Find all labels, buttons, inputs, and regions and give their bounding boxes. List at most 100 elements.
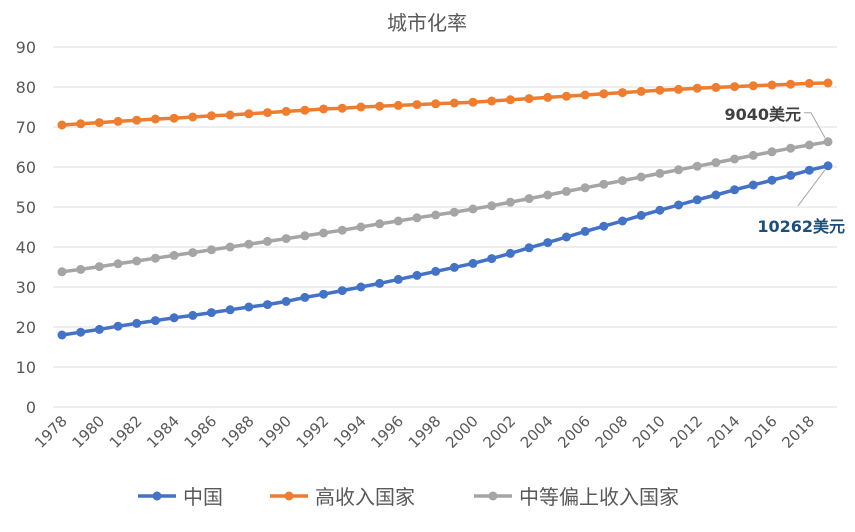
- data-point: [580, 183, 590, 193]
- y-tick-label: 60: [16, 158, 36, 177]
- y-axis-ticks: 0 10 20 30 40 50 60 70 80 90: [16, 38, 36, 417]
- x-tick-label: 1986: [181, 412, 221, 452]
- legend-label: 中等偏上收入国家: [519, 485, 679, 509]
- y-tick-label: 90: [16, 38, 36, 57]
- data-point: [393, 216, 403, 226]
- data-point: [300, 231, 310, 241]
- data-point: [76, 327, 86, 337]
- data-point: [431, 266, 441, 276]
- data-point: [786, 170, 796, 180]
- x-tick-label: 2000: [442, 412, 482, 452]
- data-point: [225, 242, 235, 252]
- data-point: [169, 113, 179, 123]
- data-point: [711, 158, 721, 168]
- data-point: [57, 267, 67, 277]
- data-point: [692, 161, 702, 171]
- data-point: [804, 140, 814, 150]
- x-tick-label: 1996: [367, 412, 407, 452]
- legend: 中国 高收入国家 中等偏上收入国家: [138, 485, 679, 509]
- data-point: [337, 225, 347, 235]
- legend-marker: [488, 491, 498, 501]
- data-point: [113, 259, 123, 269]
- data-point: [505, 197, 515, 207]
- data-point: [132, 115, 142, 125]
- leader-line: [804, 112, 826, 139]
- data-point: [524, 194, 534, 204]
- data-point: [375, 219, 385, 229]
- data-point: [561, 186, 571, 196]
- data-point: [412, 270, 422, 280]
- data-point: [524, 94, 534, 104]
- x-tick-label: 2006: [554, 412, 594, 452]
- data-point: [206, 245, 216, 255]
- gridlines: [53, 46, 837, 408]
- legend-label: 高收入国家: [315, 485, 415, 509]
- data-point: [580, 226, 590, 236]
- data-point: [655, 85, 665, 95]
- data-point: [113, 116, 123, 126]
- data-point: [599, 89, 609, 99]
- leader-line: [797, 169, 826, 207]
- data-point: [150, 253, 160, 263]
- data-point: [561, 91, 571, 101]
- data-point: [94, 262, 104, 272]
- data-point: [281, 296, 291, 306]
- data-point: [617, 176, 627, 186]
- data-point: [636, 86, 646, 96]
- data-point: [823, 78, 833, 88]
- data-point: [786, 143, 796, 153]
- data-point: [150, 114, 160, 124]
- data-point: [543, 92, 553, 102]
- x-axis-ticks: 1978198019821984198619881990199219941996…: [31, 412, 818, 452]
- data-point: [468, 204, 478, 214]
- annotation-10262: 10262美元: [757, 217, 845, 236]
- data-point: [767, 80, 777, 90]
- data-point: [543, 238, 553, 248]
- data-point: [150, 316, 160, 326]
- data-point: [132, 318, 142, 328]
- x-tick-label: 1990: [255, 412, 295, 452]
- data-point: [748, 150, 758, 160]
- x-tick-label: 1980: [68, 412, 108, 452]
- x-tick-label: 1978: [31, 412, 71, 452]
- data-point: [244, 239, 254, 249]
- data-point: [356, 222, 366, 232]
- data-point: [786, 79, 796, 89]
- data-point: [617, 216, 627, 226]
- data-point: [505, 248, 515, 258]
- x-tick-label: 2014: [704, 412, 744, 452]
- data-point: [431, 99, 441, 109]
- data-point: [356, 102, 366, 112]
- data-point: [730, 82, 740, 92]
- data-point: [132, 256, 142, 266]
- data-point: [692, 83, 702, 93]
- data-point: [281, 106, 291, 116]
- data-point: [711, 190, 721, 200]
- annotations: 9040美元 10262美元: [724, 105, 845, 236]
- data-point: [337, 103, 347, 113]
- x-tick-label: 2002: [479, 412, 519, 452]
- data-point: [188, 112, 198, 122]
- data-point: [244, 109, 254, 119]
- data-point: [804, 78, 814, 88]
- y-tick-label: 30: [16, 278, 36, 297]
- x-tick-label: 2016: [741, 412, 781, 452]
- y-tick-label: 50: [16, 198, 36, 217]
- data-point: [375, 278, 385, 288]
- legend-marker: [284, 491, 294, 501]
- data-point: [225, 110, 235, 120]
- y-tick-label: 0: [26, 398, 36, 417]
- data-point: [263, 300, 273, 310]
- data-point: [244, 302, 254, 312]
- data-point: [206, 111, 216, 121]
- data-point: [206, 308, 216, 318]
- data-point: [449, 207, 459, 217]
- data-point: [337, 286, 347, 296]
- data-point: [449, 98, 459, 108]
- x-tick-label: 1988: [218, 412, 258, 452]
- data-point: [449, 262, 459, 272]
- data-point: [94, 324, 104, 334]
- data-point: [412, 100, 422, 110]
- data-point: [76, 119, 86, 129]
